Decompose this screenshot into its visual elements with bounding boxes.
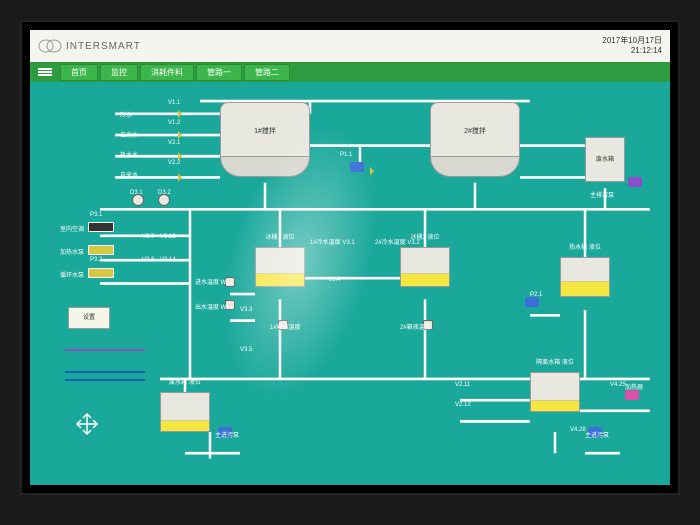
- tab-bar: 首页 监控 消耗件料 管路一 管路二: [30, 62, 670, 82]
- label-v17: P2.1: [530, 292, 542, 298]
- tab-monitor[interactable]: 监控: [100, 64, 138, 81]
- label-v4: V2.2: [168, 160, 180, 166]
- indicator-p32: [88, 245, 114, 255]
- label-t1: 进水温度 W1: [195, 277, 230, 286]
- label-v7: V3.7: [142, 234, 154, 240]
- label-v8: V3.12: [160, 234, 176, 240]
- time-text: 21:12:14: [602, 46, 662, 56]
- logo-icon: [38, 38, 62, 54]
- label-v18: V2.11: [455, 382, 470, 388]
- ice1-label: 冰桶1 液位: [256, 232, 304, 241]
- tab-pipe2[interactable]: 管路二: [244, 64, 290, 81]
- label-v16: V3.5: [240, 347, 252, 353]
- tab-pipe1[interactable]: 管路一: [196, 64, 242, 81]
- label-v3: V2.1: [168, 140, 180, 146]
- waste-side-tank: 废水箱: [585, 137, 625, 182]
- label-v15: V3.4: [328, 277, 340, 283]
- label-v22: 加热器: [625, 382, 643, 391]
- screen: INTERSMART 2017年10月17日 21:12:14 首页 监控 消耗…: [30, 30, 670, 485]
- heat-label: 隔离水箱 液位: [531, 357, 579, 366]
- label-v5: P1.1: [340, 152, 352, 158]
- side-tank-label: 废水箱: [586, 154, 624, 163]
- label-b1: 主进污泵: [215, 430, 239, 439]
- monitor-frame: INTERSMART 2017年10月17日 21:12:14 首页 监控 消耗…: [20, 20, 680, 495]
- label-t4: 1#冷水温度 V3.1: [310, 237, 355, 246]
- pump-p11: [350, 162, 364, 172]
- label-l6: 加热水泵: [60, 247, 84, 256]
- tab-consumables[interactable]: 消耗件料: [140, 64, 194, 81]
- ice-tank-1: 冰桶1 液位: [255, 247, 305, 287]
- cross-icon: [75, 412, 99, 436]
- label-v14: V3.3: [240, 307, 252, 313]
- heat-tank: 隔离水箱 液位: [530, 372, 580, 412]
- pump-side: [628, 177, 642, 187]
- menu-icon[interactable]: [36, 65, 54, 79]
- reactor-2-label: 2#搅拌: [430, 126, 520, 136]
- label-v6: P3.1: [90, 212, 102, 218]
- label-l4: 自来水: [120, 170, 138, 179]
- label-v21: V4.28: [570, 427, 586, 433]
- tab-home[interactable]: 首页: [60, 64, 98, 81]
- label-v11: V3.14: [160, 257, 176, 263]
- label-t6: 2#箱液温度: [400, 322, 431, 331]
- label-b2: 主进污泵: [585, 430, 609, 439]
- label-l7: 循环水泵: [60, 270, 84, 279]
- process-diagram: 1#搅拌 2#搅拌 废水箱 冰桶1 液位 冰桶2 液位 热水桶 液位: [30, 82, 670, 485]
- pump-heater: [625, 390, 639, 400]
- brand-text: INTERSMART: [66, 41, 141, 52]
- indicator-p33: [88, 268, 114, 278]
- reactor-tank-2: 2#搅拌: [430, 102, 520, 177]
- header-bar: INTERSMART 2017年10月17日 21:12:14: [30, 30, 670, 62]
- waste-label: 废水箱 液位: [161, 377, 209, 386]
- label-l5: 室内空调: [60, 224, 84, 233]
- label-v12: D3.1: [130, 190, 143, 196]
- label-t3: 1#箱液温度: [270, 322, 301, 331]
- datetime: 2017年10月17日 21:12:14: [602, 36, 662, 57]
- label-v20: V4.25: [610, 382, 626, 388]
- settings-button[interactable]: 设置: [68, 307, 110, 329]
- reactor-tank-1: 1#搅拌: [220, 102, 310, 177]
- hot-tank: 热水桶 液位: [560, 257, 610, 297]
- indicator-p31: [88, 222, 114, 232]
- waste-tank: 废水箱 液位: [160, 392, 210, 432]
- label-b3: 主排污泵: [590, 190, 614, 199]
- pump-p21: [525, 297, 539, 307]
- ice-tank-2: 冰桶2 液位: [400, 247, 450, 287]
- reactor-1-label: 1#搅拌: [220, 126, 310, 136]
- label-v10: V3.8: [142, 257, 154, 263]
- label-v9: P3.2: [90, 257, 102, 263]
- label-v13: D3.2: [158, 190, 171, 196]
- label-t5: 2#冷水温度 V3.2: [375, 237, 420, 246]
- hot-label: 热水桶 液位: [561, 242, 609, 251]
- label-l2: 自来水: [120, 130, 138, 139]
- label-t2: 出水温度 W2: [195, 302, 230, 311]
- label-v19: V2.12: [455, 402, 471, 408]
- label-l3: 热水水: [120, 150, 138, 159]
- decorative-lines: [65, 342, 155, 402]
- date-text: 2017年10月17日: [602, 36, 662, 46]
- label-l1: 冷水: [120, 110, 132, 119]
- brand-logo: INTERSMART: [38, 38, 141, 54]
- label-v2: V1.2: [168, 120, 180, 126]
- label-v1: V1.1: [168, 100, 180, 106]
